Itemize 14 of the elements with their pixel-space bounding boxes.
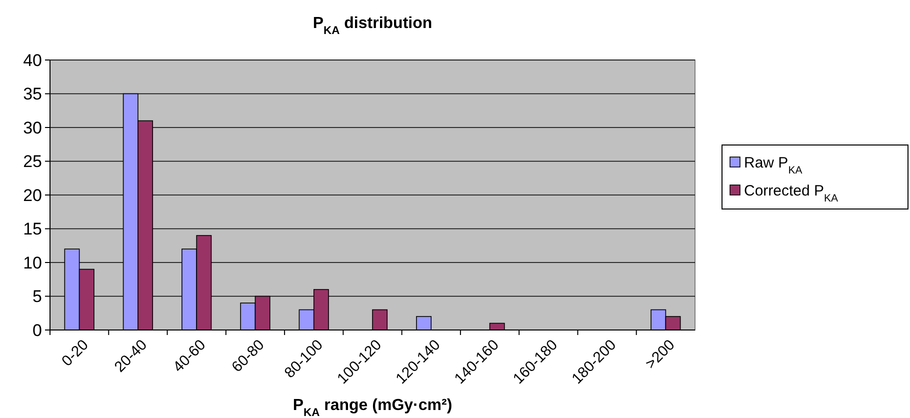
legend-label: Raw P$_{KA}$: [744, 154, 802, 176]
legend-label: Corrected P$_{KA}$: [744, 182, 838, 204]
y-tick-label: 0: [32, 320, 42, 340]
y-tick-label: 20: [23, 186, 42, 205]
y-tick-label: 35: [23, 84, 42, 104]
y-tick-label: 5: [32, 287, 42, 306]
y-tick-label: 25: [23, 152, 42, 172]
y-tick-label: 10: [23, 253, 42, 272]
y-tick-label: 40: [23, 50, 42, 70]
y-tick-label: 30: [23, 118, 42, 138]
y-tick-label: 15: [23, 220, 42, 239]
x-tick-label: 0-20: [58, 336, 92, 370]
x-axis-title: P$_{KA}$ range (mGy·cm²): [292, 397, 452, 418]
chart-title: P$_{KA}$ distribution: [312, 15, 432, 37]
